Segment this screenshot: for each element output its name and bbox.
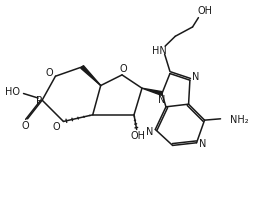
Text: N: N [199, 138, 206, 148]
Text: OH: OH [131, 131, 146, 141]
Polygon shape [81, 66, 101, 86]
Text: OH: OH [197, 6, 212, 16]
Text: N: N [158, 95, 165, 105]
Text: N: N [192, 72, 199, 82]
Text: N: N [146, 126, 153, 136]
Text: HO: HO [5, 86, 20, 96]
Text: O: O [53, 122, 61, 132]
Text: P: P [36, 96, 42, 106]
Text: O: O [46, 68, 53, 78]
Text: O: O [21, 121, 29, 131]
Polygon shape [142, 89, 162, 96]
Text: NH₂: NH₂ [230, 114, 249, 124]
Text: O: O [120, 64, 127, 74]
Text: HN: HN [152, 45, 167, 55]
